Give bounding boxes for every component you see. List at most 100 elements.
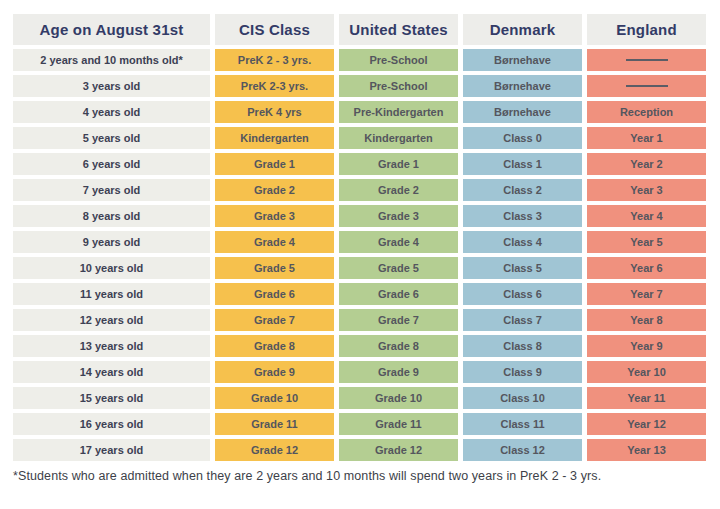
dash-line [626, 59, 668, 61]
header-denmark: Denmark [463, 14, 582, 45]
age-cell: 16 years old [13, 413, 210, 435]
denmark-cell: Class 2 [463, 179, 582, 201]
denmark-cell: Børnehave [463, 49, 582, 71]
cis-class-cell: Grade 12 [215, 439, 334, 461]
table-row: 9 years old Grade 4 Grade 4 Class 4 Year… [13, 231, 707, 253]
table-row: 5 years old Kindergarten Kindergarten Cl… [13, 127, 707, 149]
england-cell: Year 8 [587, 309, 706, 331]
england-cell [587, 49, 706, 71]
dash-line [626, 85, 668, 87]
united-states-cell: Grade 8 [339, 335, 458, 357]
table-row: 16 years old Grade 11 Grade 11 Class 11 … [13, 413, 707, 435]
table-row: 8 years old Grade 3 Grade 3 Class 3 Year… [13, 205, 707, 227]
denmark-cell: Børnehave [463, 101, 582, 123]
denmark-cell: Class 1 [463, 153, 582, 175]
age-cell: 10 years old [13, 257, 210, 279]
united-states-cell: Grade 4 [339, 231, 458, 253]
england-cell: Year 7 [587, 283, 706, 305]
cis-class-cell: Grade 7 [215, 309, 334, 331]
england-cell: Year 3 [587, 179, 706, 201]
table-row: 14 years old Grade 9 Grade 9 Class 9 Yea… [13, 361, 707, 383]
cis-class-cell: Kindergarten [215, 127, 334, 149]
age-cell: 6 years old [13, 153, 210, 175]
united-states-cell: Grade 9 [339, 361, 458, 383]
england-cell: Year 6 [587, 257, 706, 279]
age-cell: 15 years old [13, 387, 210, 409]
denmark-cell: Class 7 [463, 309, 582, 331]
table-header-row: Age on August 31st CIS Class United Stat… [13, 14, 707, 45]
age-cell: 3 years old [13, 75, 210, 97]
cis-class-cell: PreK 4 yrs [215, 101, 334, 123]
england-cell: Year 5 [587, 231, 706, 253]
united-states-cell: Grade 2 [339, 179, 458, 201]
united-states-cell: Grade 6 [339, 283, 458, 305]
footnote: *Students who are admitted when they are… [13, 469, 707, 483]
cis-class-cell: Grade 3 [215, 205, 334, 227]
united-states-cell: Pre-School [339, 49, 458, 71]
england-cell: Year 4 [587, 205, 706, 227]
denmark-cell: Class 6 [463, 283, 582, 305]
cis-class-cell: Grade 11 [215, 413, 334, 435]
cis-class-cell: Grade 9 [215, 361, 334, 383]
table-row: 2 years and 10 months old* PreK 2 - 3 yr… [13, 49, 707, 71]
table-row: 11 years old Grade 6 Grade 6 Class 6 Yea… [13, 283, 707, 305]
age-cell: 7 years old [13, 179, 210, 201]
cis-class-cell: PreK 2 - 3 yrs. [215, 49, 334, 71]
united-states-cell: Grade 1 [339, 153, 458, 175]
age-cell: 8 years old [13, 205, 210, 227]
table-row: 3 years old PreK 2-3 yrs. Pre-School Bør… [13, 75, 707, 97]
england-cell: Year 9 [587, 335, 706, 357]
denmark-cell: Class 8 [463, 335, 582, 357]
denmark-cell: Class 0 [463, 127, 582, 149]
age-cell: 5 years old [13, 127, 210, 149]
table-row: 4 years old PreK 4 yrs Pre-Kindergarten … [13, 101, 707, 123]
united-states-cell: Grade 10 [339, 387, 458, 409]
table-row: 17 years old Grade 12 Grade 12 Class 12 … [13, 439, 707, 461]
age-cell: 13 years old [13, 335, 210, 357]
england-cell: Year 2 [587, 153, 706, 175]
table-row: 15 years old Grade 10 Grade 10 Class 10 … [13, 387, 707, 409]
cis-class-cell: Grade 1 [215, 153, 334, 175]
cis-class-cell: Grade 10 [215, 387, 334, 409]
denmark-cell: Børnehave [463, 75, 582, 97]
england-cell: Year 13 [587, 439, 706, 461]
united-states-cell: Grade 11 [339, 413, 458, 435]
table-row: 12 years old Grade 7 Grade 7 Class 7 Yea… [13, 309, 707, 331]
cis-class-cell: Grade 6 [215, 283, 334, 305]
header-united-states: United States [339, 14, 458, 45]
united-states-cell: Pre-Kindergarten [339, 101, 458, 123]
cis-class-cell: Grade 5 [215, 257, 334, 279]
united-states-cell: Pre-School [339, 75, 458, 97]
age-cell: 4 years old [13, 101, 210, 123]
table-row: 10 years old Grade 5 Grade 5 Class 5 Yea… [13, 257, 707, 279]
table-row: 13 years old Grade 8 Grade 8 Class 8 Yea… [13, 335, 707, 357]
cis-class-cell: Grade 4 [215, 231, 334, 253]
table-body: 2 years and 10 months old* PreK 2 - 3 yr… [13, 49, 707, 461]
denmark-cell: Class 4 [463, 231, 582, 253]
england-cell: Year 10 [587, 361, 706, 383]
cis-class-cell: Grade 2 [215, 179, 334, 201]
england-cell: Year 1 [587, 127, 706, 149]
england-cell [587, 75, 706, 97]
page: Age on August 31st CIS Class United Stat… [0, 0, 720, 509]
header-england: England [587, 14, 706, 45]
denmark-cell: Class 9 [463, 361, 582, 383]
england-cell: Year 12 [587, 413, 706, 435]
grade-equivalency-table: Age on August 31st CIS Class United Stat… [13, 14, 707, 461]
header-age: Age on August 31st [13, 14, 210, 45]
age-cell: 17 years old [13, 439, 210, 461]
header-cis-class: CIS Class [215, 14, 334, 45]
denmark-cell: Class 12 [463, 439, 582, 461]
cis-class-cell: Grade 8 [215, 335, 334, 357]
denmark-cell: Class 10 [463, 387, 582, 409]
table-row: 7 years old Grade 2 Grade 2 Class 2 Year… [13, 179, 707, 201]
united-states-cell: Grade 7 [339, 309, 458, 331]
cis-class-cell: PreK 2-3 yrs. [215, 75, 334, 97]
denmark-cell: Class 5 [463, 257, 582, 279]
united-states-cell: Grade 12 [339, 439, 458, 461]
age-cell: 2 years and 10 months old* [13, 49, 210, 71]
table-row: 6 years old Grade 1 Grade 1 Class 1 Year… [13, 153, 707, 175]
england-cell: Year 11 [587, 387, 706, 409]
united-states-cell: Grade 3 [339, 205, 458, 227]
age-cell: 9 years old [13, 231, 210, 253]
